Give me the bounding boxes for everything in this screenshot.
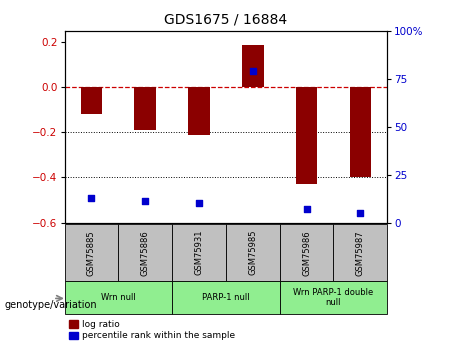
- Bar: [333, 224, 387, 281]
- Point: [195, 200, 203, 206]
- Text: Wrn null: Wrn null: [101, 293, 136, 302]
- Bar: [349, 87, 371, 177]
- Point: [142, 199, 149, 204]
- Bar: [135, 87, 156, 130]
- Text: GDS1675 / 16884: GDS1675 / 16884: [164, 12, 288, 26]
- Text: GSM75886: GSM75886: [141, 230, 150, 276]
- Point: [249, 69, 256, 74]
- Bar: [65, 281, 172, 314]
- Point: [357, 210, 364, 216]
- Bar: [188, 87, 210, 135]
- Text: GSM75985: GSM75985: [248, 230, 257, 275]
- Bar: [280, 224, 333, 281]
- Text: GSM75931: GSM75931: [195, 230, 203, 275]
- Legend: log ratio, percentile rank within the sample: log ratio, percentile rank within the sa…: [69, 320, 235, 341]
- Point: [303, 206, 310, 212]
- Text: PARP-1 null: PARP-1 null: [202, 293, 250, 302]
- Bar: [81, 87, 102, 115]
- Text: GSM75987: GSM75987: [356, 230, 365, 276]
- Bar: [172, 224, 226, 281]
- Text: GSM75986: GSM75986: [302, 230, 311, 276]
- Text: Wrn PARP-1 double
null: Wrn PARP-1 double null: [293, 288, 373, 307]
- Bar: [242, 45, 264, 87]
- Text: GSM75885: GSM75885: [87, 230, 96, 276]
- Bar: [280, 281, 387, 314]
- Bar: [296, 87, 317, 184]
- Text: genotype/variation: genotype/variation: [5, 300, 97, 310]
- Bar: [118, 224, 172, 281]
- Bar: [226, 224, 280, 281]
- Bar: [65, 224, 118, 281]
- Bar: [172, 281, 280, 314]
- Point: [88, 195, 95, 200]
